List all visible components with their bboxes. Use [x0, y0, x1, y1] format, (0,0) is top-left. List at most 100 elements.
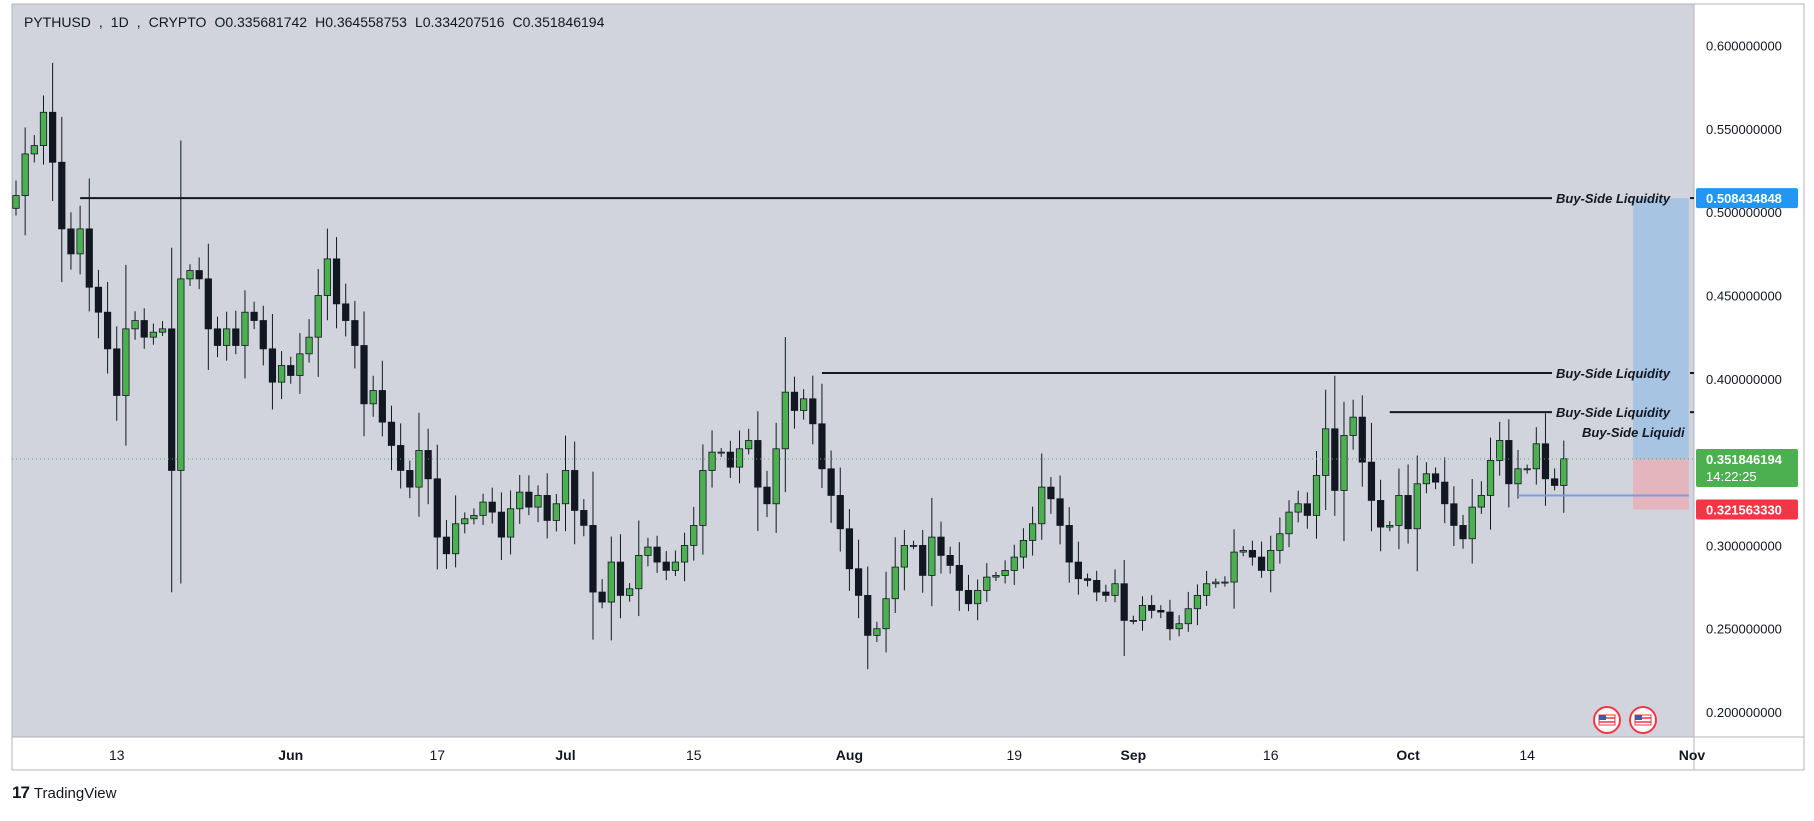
- stop-price-label: 0.321563330: [1706, 502, 1782, 517]
- candle-up: [635, 555, 643, 590]
- candle-up: [626, 588, 634, 596]
- exchange: CRYPTO: [148, 14, 207, 30]
- candle-down: [1148, 604, 1156, 611]
- candle-down: [589, 525, 597, 593]
- candle-down: [726, 451, 734, 468]
- candle-down: [67, 228, 75, 255]
- candle-down: [204, 278, 212, 330]
- candle-up: [1285, 511, 1293, 535]
- flag-canton: [1635, 715, 1642, 720]
- candle-up: [1276, 533, 1284, 551]
- symbol-name[interactable]: PYTHUSD: [24, 14, 91, 30]
- candle-up: [76, 228, 84, 255]
- candle-up: [277, 365, 286, 383]
- candle-down: [580, 510, 588, 526]
- candle-up: [186, 270, 194, 280]
- candle-down: [1303, 503, 1311, 516]
- candle-down: [845, 528, 854, 570]
- candle-down: [919, 545, 927, 576]
- symbol-header: PYTHUSD, 1D, CRYPTO O0.335681742 H0.36455875…: [24, 14, 605, 30]
- candle-up: [909, 545, 918, 547]
- candle-down: [653, 546, 661, 563]
- candle-up: [552, 503, 560, 521]
- candle-up: [415, 450, 423, 488]
- candle-down: [360, 345, 368, 405]
- candle-up: [644, 546, 652, 556]
- candle-down: [342, 303, 350, 321]
- candle-up: [1175, 623, 1183, 630]
- candle-down: [827, 468, 835, 496]
- liquidity-label: Buy-Side Liquidity: [1556, 191, 1671, 206]
- chart-border: [11, 3, 1805, 771]
- candle-up: [690, 525, 698, 546]
- candle-up: [314, 295, 322, 338]
- candle-down: [1377, 500, 1385, 528]
- candle-up: [772, 448, 780, 505]
- candle-down: [763, 486, 771, 505]
- candle-down: [1505, 440, 1513, 485]
- tradingview-logo-icon: 17: [12, 783, 30, 802]
- candle-up: [305, 336, 313, 355]
- candle-up: [983, 576, 991, 591]
- candle-up: [470, 515, 478, 520]
- interval[interactable]: 1D: [110, 14, 129, 30]
- candle-up: [974, 590, 982, 605]
- liquidity-label: Buy-Side Liquidity: [1556, 366, 1671, 381]
- candle-down: [351, 320, 359, 346]
- candle-up: [671, 561, 680, 571]
- candle-down: [85, 228, 93, 288]
- price-axis-label: 0.450000000: [1706, 289, 1782, 304]
- candle-down: [1102, 591, 1110, 596]
- last-price-tag: [1696, 449, 1798, 488]
- candle-down: [424, 450, 432, 480]
- stop-price-tag: [1696, 499, 1798, 520]
- candle-down: [1065, 525, 1073, 563]
- candle-down: [1248, 550, 1256, 558]
- price-axis-pane: [1694, 4, 1804, 737]
- candle-down: [571, 470, 579, 511]
- candle-down: [1441, 481, 1449, 505]
- time-axis-label: Sep: [1120, 747, 1146, 763]
- candle-down: [140, 320, 148, 338]
- candle-down: [598, 591, 606, 603]
- candle-down: [397, 445, 405, 471]
- candle-down: [195, 270, 203, 280]
- candle-up: [1468, 506, 1476, 540]
- candle-down: [836, 495, 844, 530]
- candle-up: [1028, 523, 1037, 541]
- candle-down: [1404, 495, 1412, 530]
- candle-up: [1514, 468, 1522, 485]
- candle-down: [1047, 486, 1055, 500]
- candle-down: [754, 440, 762, 488]
- candle-down: [1459, 525, 1467, 540]
- candle-up: [1193, 594, 1202, 610]
- candle-up: [873, 628, 881, 636]
- candle-down: [1450, 503, 1458, 526]
- candle-down: [250, 311, 258, 321]
- price-axis-label: 0.500000000: [1706, 205, 1782, 220]
- candle-up: [223, 328, 231, 346]
- candle-up: [1267, 550, 1275, 571]
- candle-down: [406, 470, 414, 488]
- candle-down: [94, 286, 103, 313]
- candle-down: [259, 320, 267, 350]
- price-axis-label: 0.300000000: [1706, 538, 1782, 553]
- candle-down: [662, 561, 670, 571]
- candle-down: [1120, 583, 1128, 621]
- candle-down: [955, 565, 963, 591]
- candle-up: [1138, 604, 1147, 621]
- candle-up: [1001, 570, 1009, 576]
- time-axis-label: Aug: [836, 747, 863, 763]
- candle-up: [1422, 473, 1431, 485]
- price-axis-label: 0.550000000: [1706, 122, 1782, 137]
- time-axis-label: 15: [686, 747, 702, 763]
- candle-up: [323, 258, 331, 296]
- time-axis-label: 19: [1006, 747, 1022, 763]
- time-axis-label: Oct: [1396, 747, 1420, 763]
- candle-up: [680, 545, 689, 563]
- tradingview-brand[interactable]: 17 TradingView: [12, 783, 116, 803]
- candle-up: [992, 575, 1000, 578]
- candle-up: [1010, 556, 1018, 571]
